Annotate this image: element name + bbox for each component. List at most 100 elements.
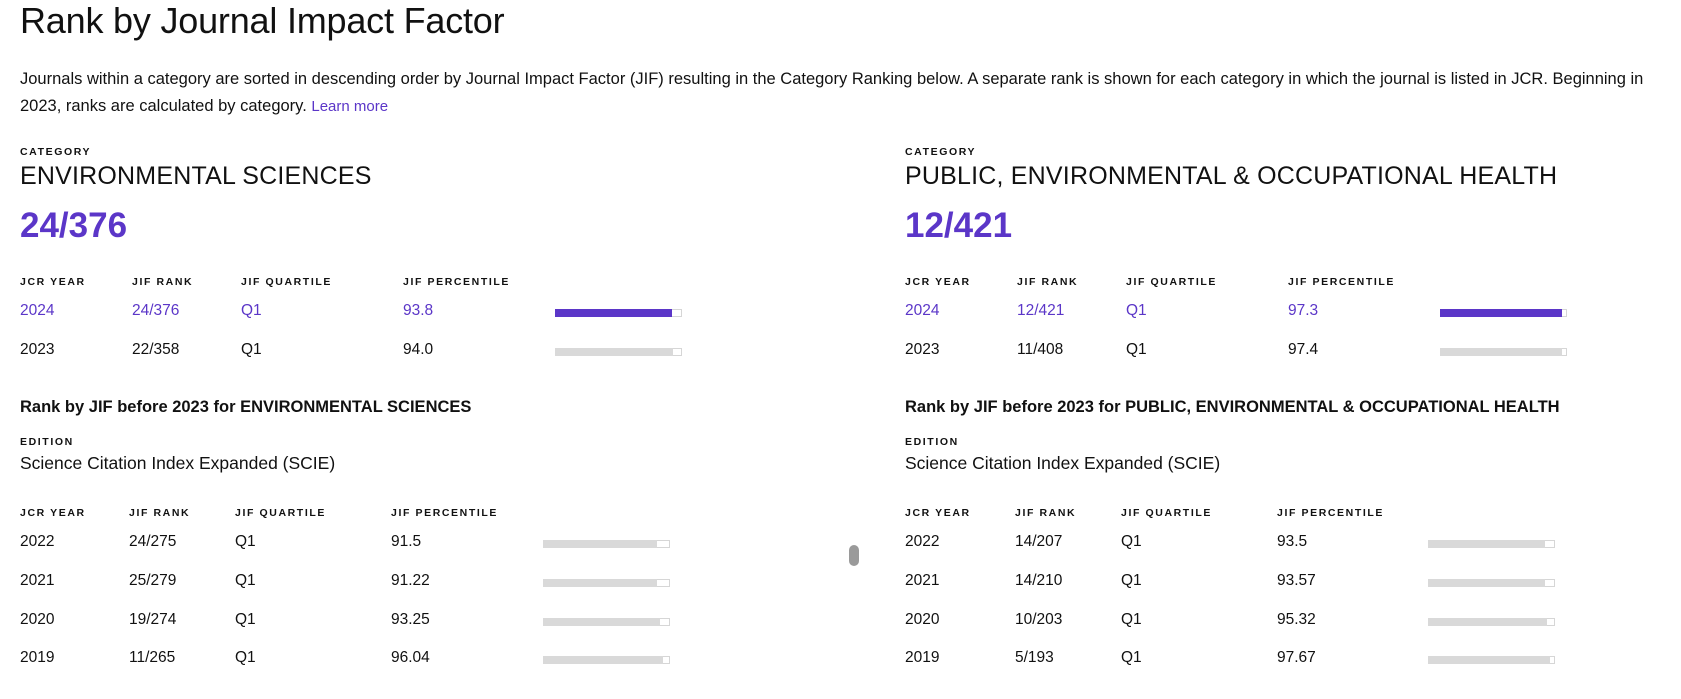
cell-rank: 24/275: [129, 533, 177, 550]
header-jif-rank: JIF RANK: [132, 276, 194, 288]
before-2023-heading: Rank by JIF before 2023 for PUBLIC, ENVI…: [905, 398, 1560, 416]
percentile-bar: [555, 348, 682, 356]
percentile-bar-fill: [543, 579, 658, 587]
header-jif-quartile: JIF QUARTILE: [1126, 276, 1217, 288]
percentile-bar: [1428, 579, 1555, 587]
percentile-bar-fill: [543, 618, 660, 626]
percentile-bar-fill: [1428, 618, 1548, 626]
header-jif-percentile: JIF PERCENTILE: [403, 276, 510, 288]
cell-rank: 12/421: [1017, 302, 1065, 319]
percentile-bar: [543, 656, 670, 664]
cell-year: 2022: [20, 533, 55, 550]
cell-year: 2024: [905, 302, 940, 319]
cell-rank: 11/408: [1017, 341, 1064, 358]
header-jif-percentile: JIF PERCENTILE: [1288, 276, 1395, 288]
edition-value: Science Citation Index Expanded (SCIE): [20, 453, 336, 473]
page-title: Rank by Journal Impact Factor: [20, 0, 505, 41]
cell-percentile: 91.22: [391, 572, 430, 589]
percentile-bar-fill: [1428, 540, 1545, 548]
percentile-bar: [543, 540, 670, 548]
category-label: CATEGORY: [20, 146, 92, 158]
scrollbar-thumb[interactable]: [849, 545, 859, 566]
header-jcr-year: JCR YEAR: [20, 276, 86, 288]
header-jif-quartile: JIF QUARTILE: [235, 507, 326, 519]
cell-year: 2024: [20, 302, 55, 319]
header-jcr-year: JCR YEAR: [20, 507, 86, 519]
cell-year: 2020: [905, 611, 940, 628]
cell-percentile: 91.5: [391, 533, 422, 550]
cell-quartile: Q1: [235, 649, 256, 666]
header-jif-rank: JIF RANK: [1017, 276, 1079, 288]
cell-percentile: 93.8: [403, 302, 434, 319]
percentile-bar-fill: [1440, 309, 1562, 317]
cell-rank: 19/274: [129, 611, 177, 628]
percentile-bar: [555, 309, 682, 317]
category-rank: 24/376: [20, 206, 128, 245]
cell-percentile: 93.25: [391, 611, 430, 628]
cell-quartile: Q1: [1121, 611, 1142, 628]
learn-more-link[interactable]: Learn more: [311, 98, 389, 115]
cell-rank: 25/279: [129, 572, 177, 589]
category-name: ENVIRONMENTAL SCIENCES: [20, 162, 372, 190]
cell-percentile: 96.04: [391, 649, 430, 666]
cell-year: 2021: [20, 572, 55, 589]
percentile-bar-fill: [1428, 656, 1551, 664]
percentile-bar: [1440, 309, 1567, 317]
cell-quartile: Q1: [1126, 341, 1147, 358]
edition-label: EDITION: [905, 436, 959, 448]
cell-quartile: Q1: [235, 572, 256, 589]
cell-percentile: 93.57: [1277, 572, 1316, 589]
cell-quartile: Q1: [1121, 649, 1142, 666]
header-jif-rank: JIF RANK: [129, 507, 191, 519]
cell-rank: 10/203: [1015, 611, 1063, 628]
cell-quartile: Q1: [235, 533, 256, 550]
header-jif-rank: JIF RANK: [1015, 507, 1077, 519]
percentile-bar: [1440, 348, 1567, 356]
category-rank: 12/421: [905, 206, 1013, 245]
cell-rank: 14/210: [1015, 572, 1063, 589]
cell-year: 2019: [20, 649, 55, 666]
cell-rank: 11/265: [129, 649, 176, 666]
header-jcr-year: JCR YEAR: [905, 507, 971, 519]
cell-percentile: 97.4: [1288, 341, 1319, 358]
cell-year: 2023: [905, 341, 940, 358]
percentile-bar-fill: [543, 656, 664, 664]
percentile-bar: [543, 579, 670, 587]
percentile-bar-fill: [543, 540, 658, 548]
category-panel-public-environmental-occupational-health: CATEGORY PUBLIC, ENVIRONMENTAL & OCCUPAT…: [905, 0, 1665, 699]
category-panel-environmental-sciences: CATEGORY ENVIRONMENTAL SCIENCES 24/376 J…: [20, 0, 780, 699]
cell-rank: 14/207: [1015, 533, 1063, 550]
header-jif-quartile: JIF QUARTILE: [241, 276, 332, 288]
cell-quartile: Q1: [241, 302, 262, 319]
category-name: PUBLIC, ENVIRONMENTAL & OCCUPATIONAL HEA…: [905, 162, 1558, 190]
percentile-bar: [543, 618, 670, 626]
cell-percentile: 94.0: [403, 341, 434, 358]
percentile-bar: [1428, 656, 1555, 664]
cell-quartile: Q1: [1121, 533, 1142, 550]
cell-year: 2022: [905, 533, 940, 550]
cell-year: 2019: [905, 649, 940, 666]
cell-year: 2023: [20, 341, 55, 358]
before-2023-heading: Rank by JIF before 2023 for ENVIRONMENTA…: [20, 398, 472, 416]
percentile-bar-fill: [555, 348, 673, 356]
cell-quartile: Q1: [1121, 572, 1142, 589]
cell-rank: 24/376: [132, 302, 180, 319]
intro-paragraph: Journals within a category are sorted in…: [20, 66, 1660, 120]
header-jif-percentile: JIF PERCENTILE: [1277, 507, 1384, 519]
cell-quartile: Q1: [1126, 302, 1147, 319]
percentile-bar: [1428, 618, 1555, 626]
header-jif-percentile: JIF PERCENTILE: [391, 507, 498, 519]
category-label: CATEGORY: [905, 146, 977, 158]
cell-quartile: Q1: [235, 611, 256, 628]
cell-year: 2021: [905, 572, 940, 589]
cell-year: 2020: [20, 611, 55, 628]
edition-value: Science Citation Index Expanded (SCIE): [905, 453, 1221, 473]
cell-rank: 5/193: [1015, 649, 1054, 666]
cell-quartile: Q1: [241, 341, 262, 358]
header-jif-quartile: JIF QUARTILE: [1121, 507, 1212, 519]
cell-rank: 22/358: [132, 341, 180, 358]
cell-percentile: 93.5: [1277, 533, 1308, 550]
cell-percentile: 97.67: [1277, 649, 1316, 666]
cell-percentile: 95.32: [1277, 611, 1316, 628]
edition-label: EDITION: [20, 436, 74, 448]
